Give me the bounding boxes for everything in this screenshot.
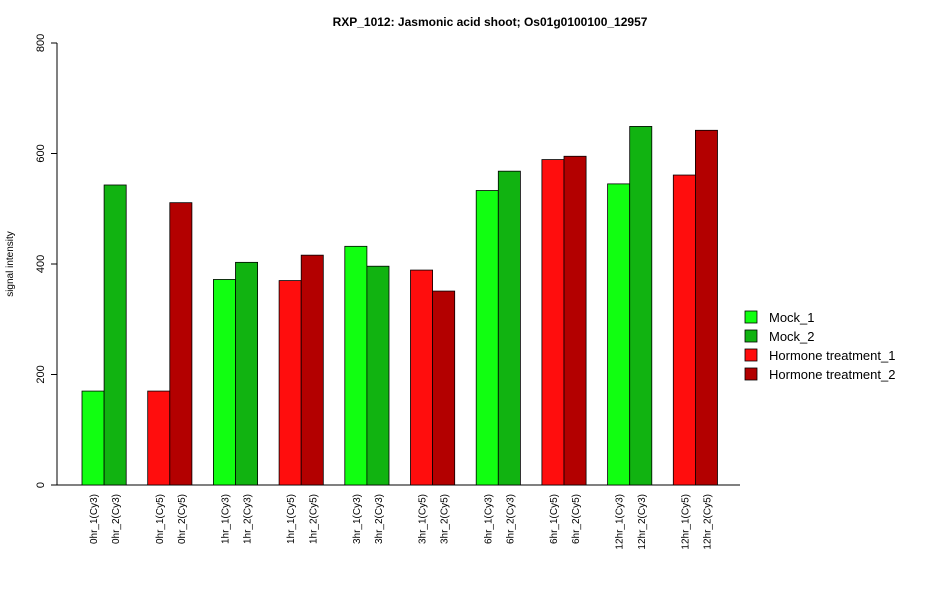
chart-title: RXP_1012: Jasmonic acid shoot; Os01g0100…: [333, 15, 648, 29]
x-tick-label: 0hr_2(Cy3): [111, 494, 122, 544]
y-tick-label: 200: [35, 365, 47, 383]
bar: [672, 174, 696, 486]
legend-swatch: [744, 310, 758, 324]
x-tick-label: 1hr_2(Cy3): [243, 494, 254, 544]
x-tick-label: 12hr_1(Cy5): [680, 494, 691, 550]
x-tick-label: 6hr_2(Cy3): [505, 494, 516, 544]
legend-label: Hormone treatment_1: [769, 348, 895, 363]
legend-label: Mock_1: [769, 310, 815, 325]
legend-label: Mock_2: [769, 329, 815, 344]
x-tick-label: 12hr_2(Cy3): [637, 494, 648, 550]
legend-label: Hormone treatment_2: [769, 367, 895, 382]
x-tick-label: 0hr_2(Cy5): [177, 494, 188, 544]
bar: [410, 269, 434, 486]
y-tick-label: 0: [35, 482, 47, 488]
bar: [475, 190, 499, 486]
bar: [169, 202, 193, 486]
x-tick-label: 1hr_2(Cy5): [308, 494, 319, 544]
bar: [607, 183, 631, 486]
x-tick-label: 3hr_2(Cy5): [440, 494, 451, 544]
x-tick-label: 6hr_1(Cy3): [483, 494, 494, 544]
x-tick-label: 0hr_1(Cy3): [89, 494, 100, 544]
y-axis-label: signal intensity: [5, 231, 16, 297]
bar: [563, 155, 587, 486]
bar: [212, 279, 236, 486]
legend: Mock_1 Mock_2 Hormone treatment_1 Hormone t…: [744, 310, 895, 382]
x-tick-label: 3hr_1(Cy3): [352, 494, 363, 544]
bar: [366, 265, 390, 486]
bar: [541, 159, 565, 486]
x-tick-label: 12hr_2(Cy5): [702, 494, 713, 550]
bar: [497, 170, 521, 486]
x-tick-label: 12hr_1(Cy3): [615, 494, 626, 550]
x-tick-label: 0hr_1(Cy5): [155, 494, 166, 544]
x-tick-label: 3hr_1(Cy5): [418, 494, 429, 544]
bars-group: [81, 126, 718, 486]
bar: [147, 390, 171, 486]
bar: [695, 129, 718, 486]
legend-swatch: [744, 329, 758, 343]
x-tick-label: 3hr_2(Cy3): [374, 494, 385, 544]
bar: [103, 184, 127, 486]
bar: [81, 390, 105, 486]
legend-swatch: [744, 367, 758, 381]
y-tick-label: 600: [35, 144, 47, 162]
bar: [344, 245, 368, 486]
x-tick-label: 1hr_1(Cy5): [286, 494, 297, 544]
bar: [235, 261, 259, 486]
legend-swatch: [744, 348, 758, 362]
x-tick-label: 1hr_1(Cy3): [220, 494, 231, 544]
y-tick-label: 800: [35, 34, 47, 52]
x-tick-label: 6hr_2(Cy5): [571, 494, 582, 544]
bar: [629, 126, 653, 486]
x-tick-label: 6hr_1(Cy5): [549, 494, 560, 544]
bar: [300, 254, 324, 486]
y-axis: 0 200 400 600 800: [35, 34, 58, 488]
y-tick-label: 400: [35, 255, 47, 273]
bar: [278, 280, 302, 486]
x-axis: 0hr_1(Cy3) 0hr_2(Cy3) 0hr_1(Cy5) 0hr_2(Cy5)…: [57, 484, 740, 550]
bar: [432, 290, 456, 486]
